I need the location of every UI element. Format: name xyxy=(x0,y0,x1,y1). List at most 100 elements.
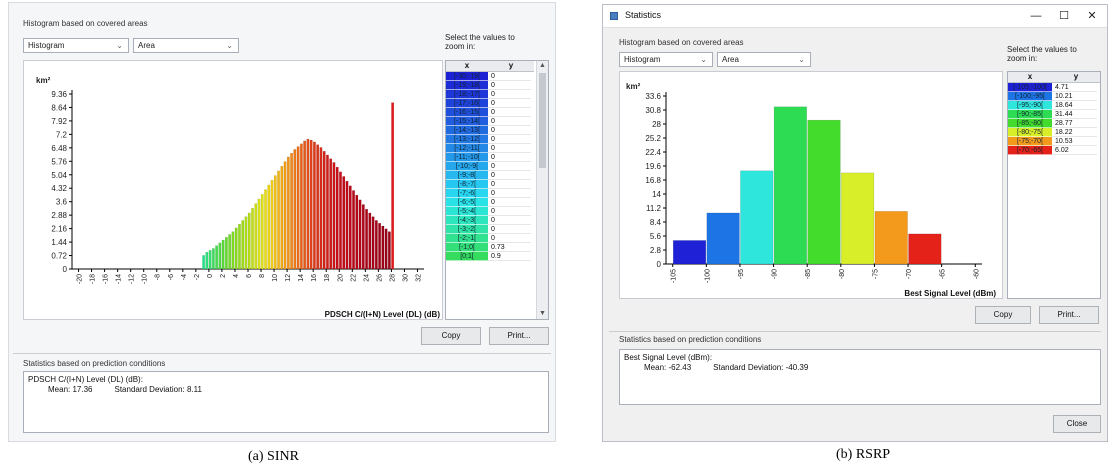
measure-dropdown[interactable]: Area ⌄ xyxy=(133,38,239,53)
x-tick-label: 6 xyxy=(246,274,253,278)
table-row[interactable]: [-14;-13[0 xyxy=(446,126,534,135)
table-row[interactable]: [-7;-6[0 xyxy=(446,189,534,198)
cell-y: 0 xyxy=(488,135,531,144)
stats-textbox[interactable]: Best Signal Level (dBm): Mean: -62.43 Sta… xyxy=(619,349,1101,405)
scroll-down-icon[interactable]: ▼ xyxy=(539,310,546,317)
histogram-bar xyxy=(378,222,382,270)
table-row[interactable]: [-11;-10[0 xyxy=(446,153,534,162)
y-axis-unit: km² xyxy=(36,76,51,85)
y-tick-label: 3.6 xyxy=(56,198,68,207)
table-row[interactable]: [-95;-90[18.64 xyxy=(1008,101,1100,110)
histogram-group-label: Histogram based on covered areas xyxy=(619,38,744,47)
cell-x: [-7;-6[ xyxy=(446,189,488,198)
rsrp-histogram-chart: km² 0 2.8 5.6 8.4 11.2 14 16.8 19.6 22.4 25.2 28 30.… xyxy=(619,71,1003,299)
column-header-x: x xyxy=(446,61,488,72)
chevron-down-icon: ⌄ xyxy=(798,55,805,64)
histogram-bar xyxy=(306,138,310,270)
cell-y: 6.02 xyxy=(1052,146,1097,155)
cell-x: [-105;-100[ xyxy=(1008,83,1052,92)
x-axis-label: PDSCH C/(I+N) Level (DL) (dB) xyxy=(325,310,441,319)
histogram-bar xyxy=(254,203,258,270)
close-button[interactable]: Close xyxy=(1053,415,1101,433)
histogram-type-dropdown[interactable]: Histogram ⌄ xyxy=(23,38,129,53)
stats-std: Standard Deviation: 8.11 xyxy=(114,385,202,394)
x-tick-label: 30 xyxy=(402,274,409,282)
y-tick-label: 2.8 xyxy=(650,246,662,255)
x-tick-label: 32 xyxy=(415,274,422,282)
cell-x: [-5;-4[ xyxy=(446,207,488,216)
table-row[interactable]: [0;1[0.9 xyxy=(446,252,534,261)
copy-button[interactable]: Copy xyxy=(975,306,1031,324)
stats-mean: Mean: -62.43 xyxy=(644,363,692,372)
table-row[interactable]: [-70;-65[6.02 xyxy=(1008,146,1100,155)
cell-x: [-90;-85[ xyxy=(1008,110,1052,119)
table-row[interactable]: [-16;-15[0 xyxy=(446,108,534,117)
table-row[interactable]: [-2;-1[0 xyxy=(446,234,534,243)
measure-dropdown[interactable]: Area ⌄ xyxy=(717,52,811,67)
histogram-bar xyxy=(329,158,333,270)
zoom-values-table[interactable]: x y [-105;-100[4.71 [-100;-95[10.21 [-95;-… xyxy=(1007,71,1101,299)
zoom-values-table[interactable]: x y [-30;-19[0 [-19;-18[0 [-18;-17[0 [-17;-… xyxy=(445,60,549,320)
histogram-bar xyxy=(316,144,320,270)
cell-y: 10.21 xyxy=(1052,92,1097,101)
table-row[interactable]: [-5;-4[0 xyxy=(446,207,534,216)
maximize-button[interactable]: ☐ xyxy=(1059,10,1069,22)
x-tick-label: -85 xyxy=(805,269,812,279)
copy-button[interactable]: Copy xyxy=(421,327,481,345)
cell-y: 0 xyxy=(488,171,531,180)
table-row[interactable]: [-90;-85[31.44 xyxy=(1008,110,1100,119)
x-tick-label: -70 xyxy=(906,269,913,279)
histogram-bar xyxy=(807,119,841,265)
cell-x: [-15;-14[ xyxy=(446,117,488,126)
x-tick-label: -4 xyxy=(181,274,188,280)
table-row[interactable]: [-3;-2[0 xyxy=(446,225,534,234)
zoom-label-line2: zoom in: xyxy=(1007,54,1038,63)
window-titlebar[interactable]: Statistics — ☐ ✕ xyxy=(603,5,1107,28)
histogram-type-dropdown[interactable]: Histogram ⌄ xyxy=(619,52,713,67)
table-row[interactable]: [-10;-9[0 xyxy=(446,162,534,171)
table-row[interactable]: [-12;-11[0 xyxy=(446,144,534,153)
x-tick-label: 28 xyxy=(389,274,396,282)
cell-x: [-17;-16[ xyxy=(446,99,488,108)
scroll-thumb[interactable] xyxy=(539,73,546,168)
histogram-bar xyxy=(247,212,251,270)
close-window-button[interactable]: ✕ xyxy=(1087,10,1097,22)
y-tick-label: 33.6 xyxy=(645,92,661,101)
table-row[interactable]: [-13;-12[0 xyxy=(446,135,534,144)
table-row[interactable]: [-17;-16[0 xyxy=(446,99,534,108)
stats-textbox[interactable]: PDSCH C/(I+N) Level (DL) (dB): Mean: 17.… xyxy=(23,371,549,433)
table-row[interactable]: [-18;-17[0 xyxy=(446,90,534,99)
table-row[interactable]: [-100;-95[10.21 xyxy=(1008,92,1100,101)
histogram-bar xyxy=(299,143,303,270)
table-row[interactable]: [-8;-7[0 xyxy=(446,180,534,189)
table-row[interactable]: [-15;-14[0 xyxy=(446,117,534,126)
sinr-histogram-svg: km² 0 0.72 1.44 2.16 2.88 3.6 4.32 5.04 5.76 6.48 7… xyxy=(36,76,441,319)
table-row[interactable]: [-80;-75[18.22 xyxy=(1008,128,1100,137)
histogram-bar xyxy=(303,140,307,270)
table-scrollbar[interactable]: ▲ ▼ xyxy=(536,61,548,319)
table-row[interactable]: [-85;-80[28.77 xyxy=(1008,119,1100,128)
scroll-up-icon[interactable]: ▲ xyxy=(539,62,546,69)
table-row[interactable]: [-30;-19[0 xyxy=(446,72,534,81)
histogram-bar xyxy=(221,239,225,270)
table-row[interactable]: [-1;0[0.73 xyxy=(446,243,534,252)
x-tick-label: -95 xyxy=(738,269,745,279)
histogram-bar xyxy=(358,199,362,270)
table-row[interactable]: [-105;-100[4.71 xyxy=(1008,83,1100,92)
table-row[interactable]: [-75;-70[10.53 xyxy=(1008,137,1100,146)
table-row[interactable]: [-9;-8[0 xyxy=(446,171,534,180)
chevron-down-icon: ⌄ xyxy=(700,55,707,64)
y-tick-label: 9.36 xyxy=(51,90,67,99)
print-button[interactable]: Print... xyxy=(489,327,549,345)
table-row[interactable]: [-6;-5[0 xyxy=(446,198,534,207)
stats-group-label: Statistics based on prediction condition… xyxy=(619,335,762,344)
x-tick-label: -90 xyxy=(772,269,779,279)
table-row[interactable]: [-19;-18[0 xyxy=(446,81,534,90)
y-tick-label: 14 xyxy=(652,190,661,199)
print-button[interactable]: Print... xyxy=(1039,306,1099,324)
cell-x: [-2;-1[ xyxy=(446,234,488,243)
table-row[interactable]: [-4;-3[0 xyxy=(446,216,534,225)
histogram-bar xyxy=(365,208,368,270)
cell-y: 0 xyxy=(488,81,531,90)
minimize-button[interactable]: — xyxy=(1030,10,1042,22)
